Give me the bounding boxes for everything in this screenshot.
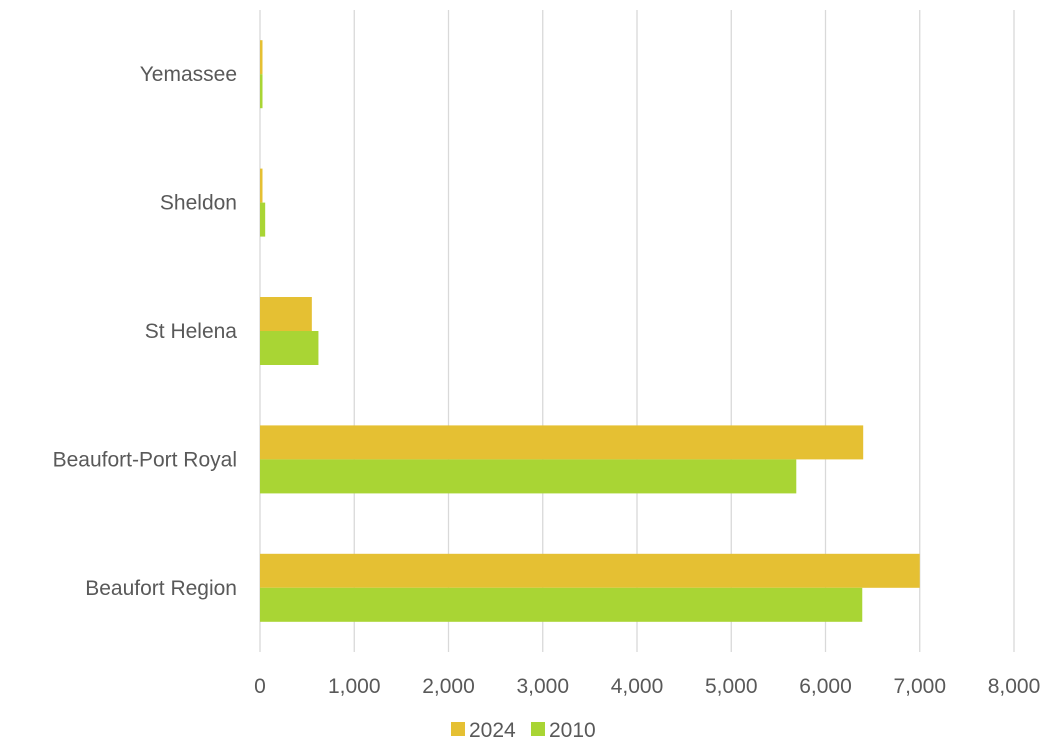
bars xyxy=(260,40,920,622)
category-label: Yemassee xyxy=(140,63,237,86)
x-tick-label: 5,000 xyxy=(705,675,758,698)
legend-label-2010: 2010 xyxy=(549,719,596,742)
bar-2010-beaufort-region xyxy=(260,587,863,622)
legend-swatch-2024 xyxy=(451,722,465,736)
category-label: St Helena xyxy=(145,320,238,343)
x-tick-label: 7,000 xyxy=(893,675,946,698)
bar-2024-beaufort-region xyxy=(260,553,920,588)
bar-2024-yemassee xyxy=(260,40,263,75)
legend-swatch-2010 xyxy=(531,722,545,736)
legend-label-2024: 2024 xyxy=(469,719,516,742)
x-tick-label: 8,000 xyxy=(988,675,1041,698)
category-label: Sheldon xyxy=(160,192,237,215)
legend: 2024 2010 xyxy=(451,719,596,742)
x-tick-labels: 0 1,000 2,000 3,000 4,000 5,000 6,000 7,000 8,00… xyxy=(254,675,1040,698)
bar-2010-beaufort-port-royal xyxy=(260,459,797,494)
category-label: Beaufort-Port Royal xyxy=(53,448,237,471)
x-tick-label: 3,000 xyxy=(516,675,569,698)
bar-2024-st-helena xyxy=(260,297,312,331)
x-tick-label: 4,000 xyxy=(611,675,664,698)
x-tick-label: 0 xyxy=(254,675,266,698)
bar-2024-beaufort-port-royal xyxy=(260,425,864,460)
category-labels: Yemassee Sheldon St Helena Beaufort-Port Ro… xyxy=(53,63,238,600)
bar-2024-sheldon xyxy=(260,168,263,203)
x-tick-label: 2,000 xyxy=(422,675,475,698)
bar-2010-sheldon xyxy=(260,202,266,237)
x-tick-label: 6,000 xyxy=(799,675,852,698)
bar-2010-yemassee xyxy=(260,74,263,109)
gridlines xyxy=(259,10,1015,652)
category-label: Beaufort Region xyxy=(85,577,237,600)
x-tick-label: 1,000 xyxy=(328,675,381,698)
bar-2010-st-helena xyxy=(260,331,319,365)
